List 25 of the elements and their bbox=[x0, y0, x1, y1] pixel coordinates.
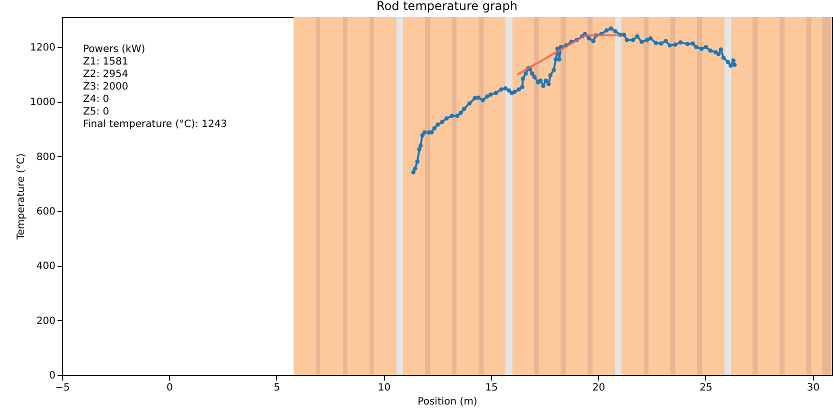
x-tick-label: 15 bbox=[485, 382, 498, 394]
y-tick-label: 800 bbox=[36, 152, 56, 163]
x-axis-title: Position (m) bbox=[418, 396, 478, 408]
x-tick-label: 20 bbox=[592, 382, 606, 394]
y-tick-label: 200 bbox=[36, 316, 56, 327]
x-tick-label: −5 bbox=[55, 382, 70, 394]
y-tick-label: 400 bbox=[36, 261, 56, 272]
annotation: Z3: 2000 bbox=[83, 82, 128, 92]
annotation: Z1: 1581 bbox=[83, 56, 128, 68]
x-tick-label: 0 bbox=[166, 382, 173, 394]
x-tick-label: 25 bbox=[700, 382, 712, 394]
y-tick-label: 0 bbox=[49, 370, 56, 382]
x-tick-label: 5 bbox=[274, 382, 280, 394]
annotation: Z4: 0 bbox=[83, 94, 110, 105]
annotation: Powers (kW) bbox=[83, 44, 146, 55]
y-tick-label: 600 bbox=[36, 206, 56, 218]
x-tick-label: 10 bbox=[378, 382, 391, 394]
y-tick-label: 1200 bbox=[30, 42, 56, 54]
annotation: Z5: 0 bbox=[83, 106, 110, 118]
x-tick-label: 30 bbox=[806, 382, 820, 394]
y-tick-label: 1000 bbox=[30, 97, 56, 108]
annotation: Final temperature (°C): 1243 bbox=[83, 119, 228, 130]
chart-title: Rod temperature graph bbox=[376, 0, 518, 13]
annotation: Z2: 2954 bbox=[83, 69, 128, 80]
y-axis-title: Temperature (°C) bbox=[16, 153, 28, 241]
